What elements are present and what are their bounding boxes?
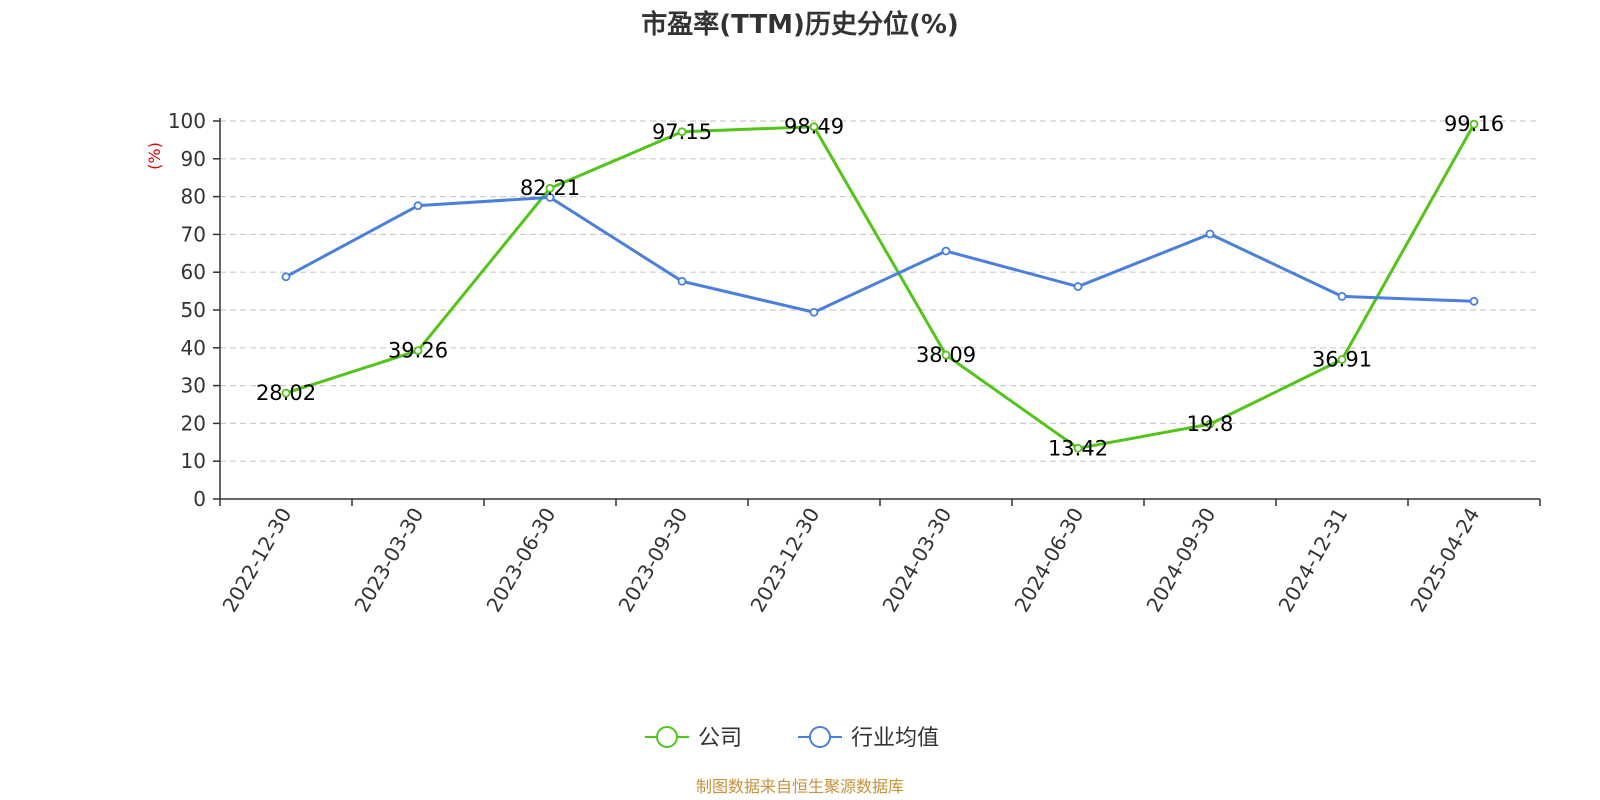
data-point[interactable]: [1073, 443, 1083, 453]
x-tick-label: 2023-12-30: [745, 504, 824, 617]
x-tick-label: 2024-09-30: [1141, 504, 1220, 617]
grid-lines: [220, 120, 1540, 462]
data-label: 39.26: [388, 339, 448, 363]
data-label: 19.8: [1187, 412, 1234, 436]
data-label: 38.09: [916, 343, 976, 367]
data-point[interactable]: [545, 183, 555, 193]
y-tick-label: 90: [181, 147, 206, 171]
series-line-1: [285, 123, 1476, 450]
data-point[interactable]: [809, 122, 819, 132]
x-tick-label: 2023-09-30: [613, 504, 692, 617]
legend-marker: [656, 726, 678, 748]
data-point[interactable]: [413, 346, 423, 355]
legend-label: 行业均值: [851, 726, 939, 751]
y-tick-label: 100: [168, 109, 206, 133]
data-point[interactable]: [1205, 229, 1215, 239]
x-tick-label: 2022-12-30: [217, 504, 296, 617]
data-label: 13.42: [1048, 436, 1108, 460]
x-tick-label: 2024-06-30: [1009, 504, 1088, 617]
y-tick-label: 20: [181, 411, 206, 435]
x-tick-label: 2025-04-24: [1405, 504, 1484, 617]
y-axis-label: (%): [145, 142, 164, 170]
y-tick-label: 60: [181, 260, 206, 284]
data-point[interactable]: [941, 350, 951, 360]
data-point[interactable]: [1205, 419, 1215, 429]
y-tick-label: 50: [181, 298, 206, 322]
chart-title: 市盈率(TTM)历史分位(%): [641, 9, 959, 40]
x-tick-label: 2024-03-30: [877, 504, 956, 617]
legend-marker: [809, 726, 831, 748]
data-labels: 28.02 39.26 82.21 97.15 98.49 38.09 13.42 19.8 3…: [256, 112, 1504, 460]
legend-item-1[interactable]: 公司: [645, 726, 742, 751]
data-point[interactable]: [677, 127, 687, 137]
data-label: 97.15: [652, 120, 712, 144]
y-tick-label: 0: [193, 487, 206, 511]
series-layer: [281, 119, 1479, 453]
data-point[interactable]: [281, 272, 291, 282]
series-line-2: [285, 195, 1475, 314]
legend-label: 公司: [698, 726, 742, 751]
data-point[interactable]: [809, 307, 819, 317]
data-point[interactable]: [677, 276, 687, 286]
data-point[interactable]: [413, 201, 423, 211]
y-tick-label: 80: [181, 185, 206, 209]
y-tick-label: 70: [181, 222, 206, 246]
y-tick-label: 10: [181, 449, 206, 473]
data-point[interactable]: [281, 388, 291, 398]
data-point[interactable]: [1337, 355, 1347, 364]
data-label: 99.16: [1444, 112, 1504, 136]
data-point[interactable]: [941, 246, 951, 256]
legend-item-2[interactable]: 行业均值: [798, 726, 939, 751]
data-label: 36.91: [1312, 347, 1372, 371]
y-tick-label: 40: [181, 336, 206, 360]
data-point[interactable]: [545, 192, 555, 202]
x-tick-label: 2023-06-30: [481, 504, 560, 617]
data-point[interactable]: [1337, 291, 1347, 301]
data-point[interactable]: [1073, 282, 1083, 291]
data-label: 82.21: [520, 176, 580, 200]
data-point[interactable]: [1469, 119, 1479, 129]
x-tick-label: 2023-03-30: [349, 504, 428, 617]
data-label: 98.49: [784, 115, 844, 139]
x-tick-label: 2024-12-31: [1273, 504, 1352, 617]
y-tick-label: 30: [181, 374, 206, 398]
data-label: 28.02: [256, 381, 316, 405]
source-note: 制图数据来自恒生聚源数据库: [696, 777, 904, 796]
data-point[interactable]: [1469, 296, 1479, 306]
legend[interactable]: 公司 行业均值: [645, 726, 939, 751]
